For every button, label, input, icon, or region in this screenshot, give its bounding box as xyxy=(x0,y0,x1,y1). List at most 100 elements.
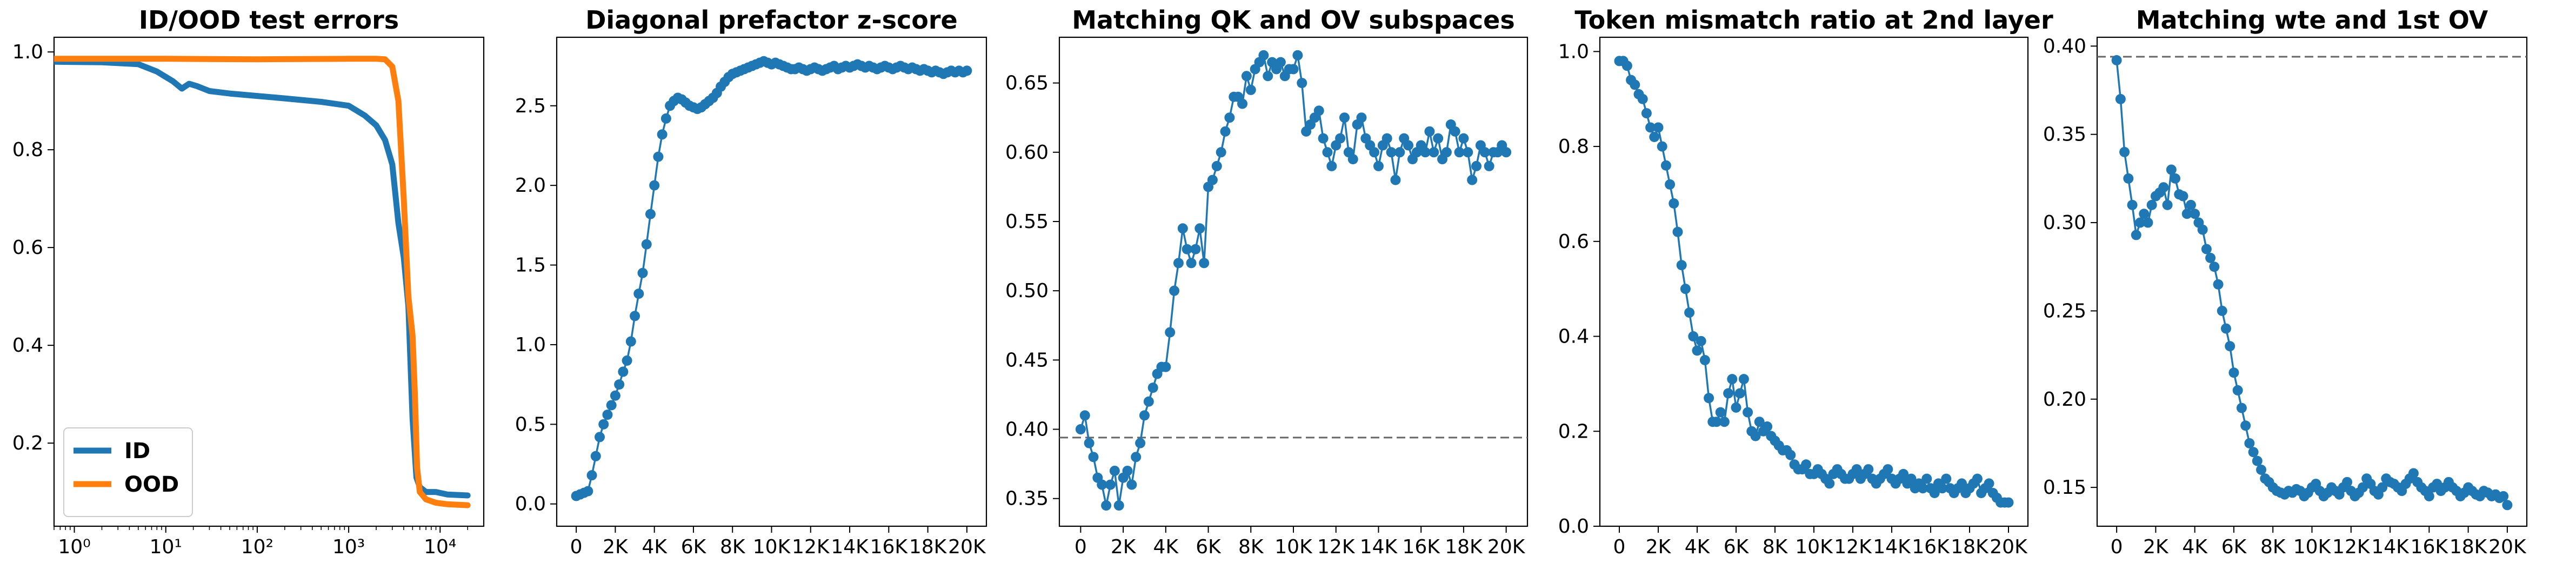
data-point xyxy=(602,410,613,420)
data-point xyxy=(1918,483,1928,494)
data-point xyxy=(1177,223,1188,234)
x-tick-label: 20K xyxy=(948,536,986,558)
data-point xyxy=(2135,217,2145,228)
data-point xyxy=(1734,388,1745,399)
data-point xyxy=(2205,252,2216,263)
data-point xyxy=(2166,164,2177,175)
data-point xyxy=(641,239,652,250)
data-point xyxy=(1347,154,1358,165)
y-tick-label: 1.5 xyxy=(515,254,546,277)
data-point xyxy=(962,65,972,76)
data-point xyxy=(1429,147,1439,158)
data-point xyxy=(1696,336,1706,346)
data-point xyxy=(622,355,632,366)
data-point xyxy=(1322,147,1333,158)
data-point xyxy=(1665,179,1676,190)
data-point xyxy=(1245,84,1256,95)
y-tick-label: 0.15 xyxy=(2043,477,2086,499)
data-point xyxy=(1641,108,1652,119)
data-point xyxy=(1224,112,1235,123)
data-point xyxy=(2158,182,2169,193)
y-tick-label: 1.0 xyxy=(12,41,43,63)
data-point xyxy=(2115,93,2126,104)
x-tick-label: 10⁴ xyxy=(424,536,456,558)
data-point xyxy=(1237,98,1248,109)
data-point xyxy=(1263,71,1273,82)
data-point xyxy=(2342,477,2353,487)
panel-title: Matching wte and 1st OV xyxy=(2136,5,2488,35)
data-point xyxy=(1160,361,1171,372)
data-point xyxy=(1088,452,1099,462)
data-point xyxy=(1653,122,1664,133)
data-point xyxy=(1676,260,1687,271)
data-point xyxy=(1390,175,1401,185)
data-point xyxy=(2377,482,2388,493)
data-point xyxy=(1220,126,1231,137)
data-point xyxy=(1173,258,1184,269)
panel-diagonal-prefactor-z-score: Diagonal prefactor z-score 0 2K 4K 6K 8K 10K 1… xyxy=(515,5,987,558)
x-tick-label: 10¹ xyxy=(150,536,182,558)
y-tick-label: 1.0 xyxy=(1558,41,1589,63)
x-tick-label: 16K xyxy=(2411,536,2449,558)
panel-id-ood-test-errors: ID/OOD test errors 10⁰ 10¹ 10² 10³ 10⁴ 0.2 0.4… xyxy=(12,5,485,558)
data-point xyxy=(1484,160,1494,171)
data-point xyxy=(586,470,597,481)
series-line xyxy=(2115,59,2508,506)
x-tick-label: 12K xyxy=(792,536,830,558)
x-tick-label: 8K xyxy=(720,536,746,558)
data-point xyxy=(1211,160,1222,171)
data-point xyxy=(1454,147,1465,158)
series-line-ood xyxy=(54,56,471,508)
data-point xyxy=(1258,50,1269,61)
data-point xyxy=(1785,450,1796,460)
y-tick-label: 0.35 xyxy=(1005,488,1049,510)
panel-title: ID/OOD test errors xyxy=(139,5,399,35)
data-point xyxy=(1075,424,1086,435)
data-point xyxy=(2256,464,2267,475)
data-point xyxy=(614,379,625,390)
data-point xyxy=(1851,464,1862,475)
axes-frame xyxy=(2096,36,2528,527)
x-tick-label: 4K xyxy=(1153,536,1179,558)
data-point xyxy=(1190,244,1201,254)
plot-area xyxy=(2097,55,2527,511)
x-tick-label: 6K xyxy=(1724,536,1750,558)
y-tick-label: 0.0 xyxy=(515,493,546,515)
x-tick-label: 14K xyxy=(1360,536,1398,558)
data-point xyxy=(1801,459,1812,470)
data-point xyxy=(630,311,640,321)
x-tick-label: 8K xyxy=(2260,536,2286,558)
plot-area xyxy=(1059,50,1527,511)
y-tick-label: 0.2 xyxy=(1558,420,1589,442)
y-tick-label: 0.60 xyxy=(1005,142,1049,164)
data-point xyxy=(1433,133,1444,144)
data-point xyxy=(1292,50,1303,61)
x-tick-label: 2K xyxy=(603,536,629,558)
y-tick-label: 0.0 xyxy=(1558,515,1589,538)
data-point xyxy=(590,451,601,461)
x-tick-label: 6K xyxy=(681,536,707,558)
series-line xyxy=(575,60,968,497)
data-point xyxy=(1147,383,1158,393)
data-point xyxy=(1186,258,1197,269)
data-point xyxy=(1207,175,1218,185)
data-point xyxy=(653,151,664,162)
data-point xyxy=(2244,438,2255,448)
data-point xyxy=(2143,217,2153,228)
data-point xyxy=(583,486,593,497)
data-point xyxy=(1139,410,1150,421)
data-point xyxy=(1467,175,1478,185)
data-point xyxy=(1373,160,1384,171)
axes-frame xyxy=(1599,36,2029,527)
data-point xyxy=(1637,93,1648,104)
data-point xyxy=(2131,230,2141,240)
x-tick-label: 10K xyxy=(1274,536,1313,558)
data-point xyxy=(2217,305,2227,316)
data-point xyxy=(1738,374,1749,385)
x-tick-label: 10K xyxy=(753,536,791,558)
data-point xyxy=(1126,479,1137,490)
data-point xyxy=(1101,500,1112,511)
data-point xyxy=(1463,147,1473,158)
data-point xyxy=(1824,478,1835,489)
